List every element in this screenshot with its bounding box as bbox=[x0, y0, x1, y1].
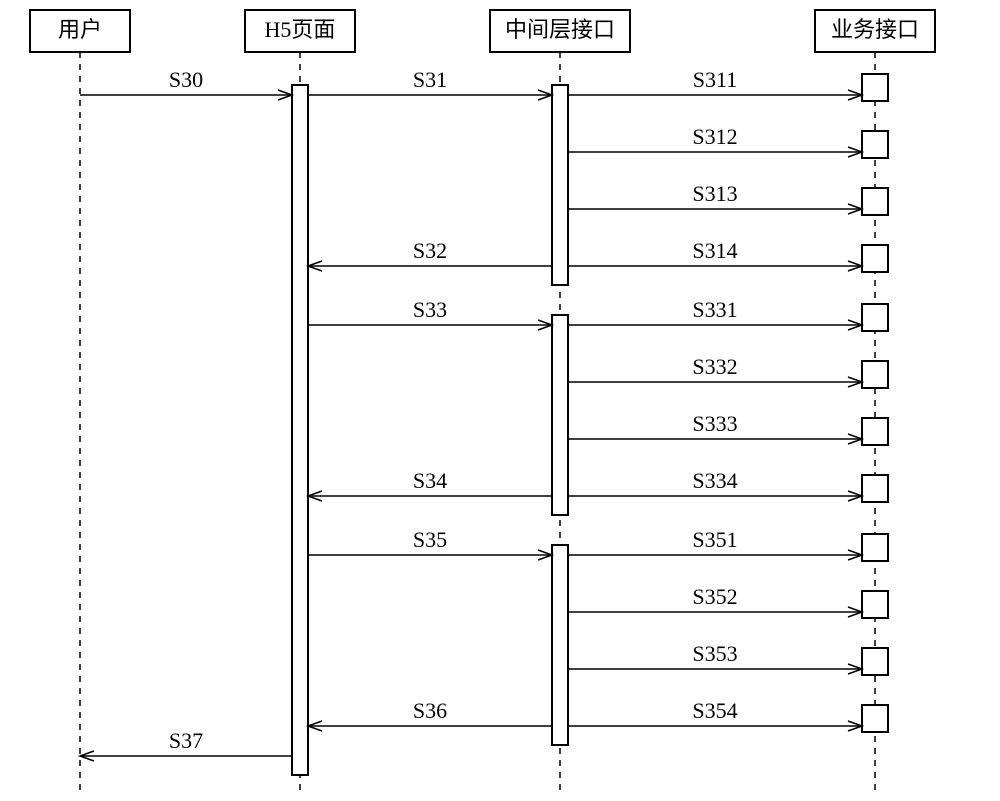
message-label-s332: S332 bbox=[692, 354, 737, 379]
message-label-s33: S33 bbox=[413, 297, 447, 322]
message-label-s37: S37 bbox=[169, 728, 203, 753]
message-label-s334: S334 bbox=[692, 468, 737, 493]
activation-svc-15 bbox=[862, 705, 888, 732]
message-label-s313: S313 bbox=[692, 181, 737, 206]
message-label-s352: S352 bbox=[692, 584, 737, 609]
message-s351: S351 bbox=[568, 527, 862, 560]
message-s334: S334 bbox=[568, 468, 862, 501]
message-s33: S33 bbox=[308, 297, 552, 330]
message-s312: S312 bbox=[568, 124, 862, 157]
sequence-diagram: 用户H5页面中间层接口业务接口 S30S31S311S312S313S314S3… bbox=[0, 0, 1000, 801]
activation-svc-10 bbox=[862, 418, 888, 445]
message-label-s35: S35 bbox=[413, 527, 447, 552]
message-s32: S32 bbox=[308, 238, 552, 271]
message-s332: S332 bbox=[568, 354, 862, 387]
message-s31: S31 bbox=[308, 67, 552, 100]
message-s35: S35 bbox=[308, 527, 552, 560]
participant-label-h5: H5页面 bbox=[265, 17, 336, 42]
message-label-s331: S331 bbox=[692, 297, 737, 322]
message-label-s36: S36 bbox=[413, 698, 447, 723]
message-s314: S314 bbox=[568, 238, 862, 271]
activation-svc-13 bbox=[862, 591, 888, 618]
activation-svc-11 bbox=[862, 475, 888, 502]
participant-label-mid: 中间层接口 bbox=[505, 17, 615, 42]
message-s313: S313 bbox=[568, 181, 862, 214]
participant-label-svc: 业务接口 bbox=[831, 17, 919, 42]
activation-mid-3 bbox=[552, 545, 568, 745]
lifelines-layer bbox=[80, 52, 875, 795]
activation-svc-7 bbox=[862, 245, 888, 272]
message-s37: S37 bbox=[80, 728, 292, 761]
activation-svc-4 bbox=[862, 74, 888, 101]
activation-svc-6 bbox=[862, 188, 888, 215]
message-label-s312: S312 bbox=[692, 124, 737, 149]
message-s311: S311 bbox=[568, 67, 862, 100]
message-label-s351: S351 bbox=[692, 527, 737, 552]
message-label-s34: S34 bbox=[413, 468, 447, 493]
activations-layer bbox=[292, 74, 888, 775]
activation-svc-9 bbox=[862, 361, 888, 388]
message-s34: S34 bbox=[308, 468, 552, 501]
message-s354: S354 bbox=[568, 698, 862, 731]
participant-label-user: 用户 bbox=[58, 17, 102, 42]
activation-mid-2 bbox=[552, 315, 568, 515]
message-s30: S30 bbox=[80, 67, 292, 100]
message-label-s314: S314 bbox=[692, 238, 737, 263]
message-label-s311: S311 bbox=[693, 67, 737, 92]
activation-h5-0 bbox=[292, 85, 308, 775]
activation-mid-1 bbox=[552, 85, 568, 285]
message-s352: S352 bbox=[568, 584, 862, 617]
message-label-s31: S31 bbox=[413, 67, 447, 92]
message-label-s32: S32 bbox=[413, 238, 447, 263]
message-s353: S353 bbox=[568, 641, 862, 674]
message-s331: S331 bbox=[568, 297, 862, 330]
messages-layer: S30 S31 S311 S312 S313 S314 S32 S33 S331 S332 S333… bbox=[80, 67, 862, 761]
participants-layer: 用户 H5页面 中间层接口 业务接口 bbox=[30, 10, 935, 52]
activation-svc-5 bbox=[862, 131, 888, 158]
activation-svc-14 bbox=[862, 648, 888, 675]
message-s36: S36 bbox=[308, 698, 552, 731]
message-label-s333: S333 bbox=[692, 411, 737, 436]
activation-svc-8 bbox=[862, 304, 888, 331]
message-s333: S333 bbox=[568, 411, 862, 444]
activation-svc-12 bbox=[862, 534, 888, 561]
message-label-s30: S30 bbox=[169, 67, 203, 92]
message-label-s354: S354 bbox=[692, 698, 737, 723]
message-label-s353: S353 bbox=[692, 641, 737, 666]
